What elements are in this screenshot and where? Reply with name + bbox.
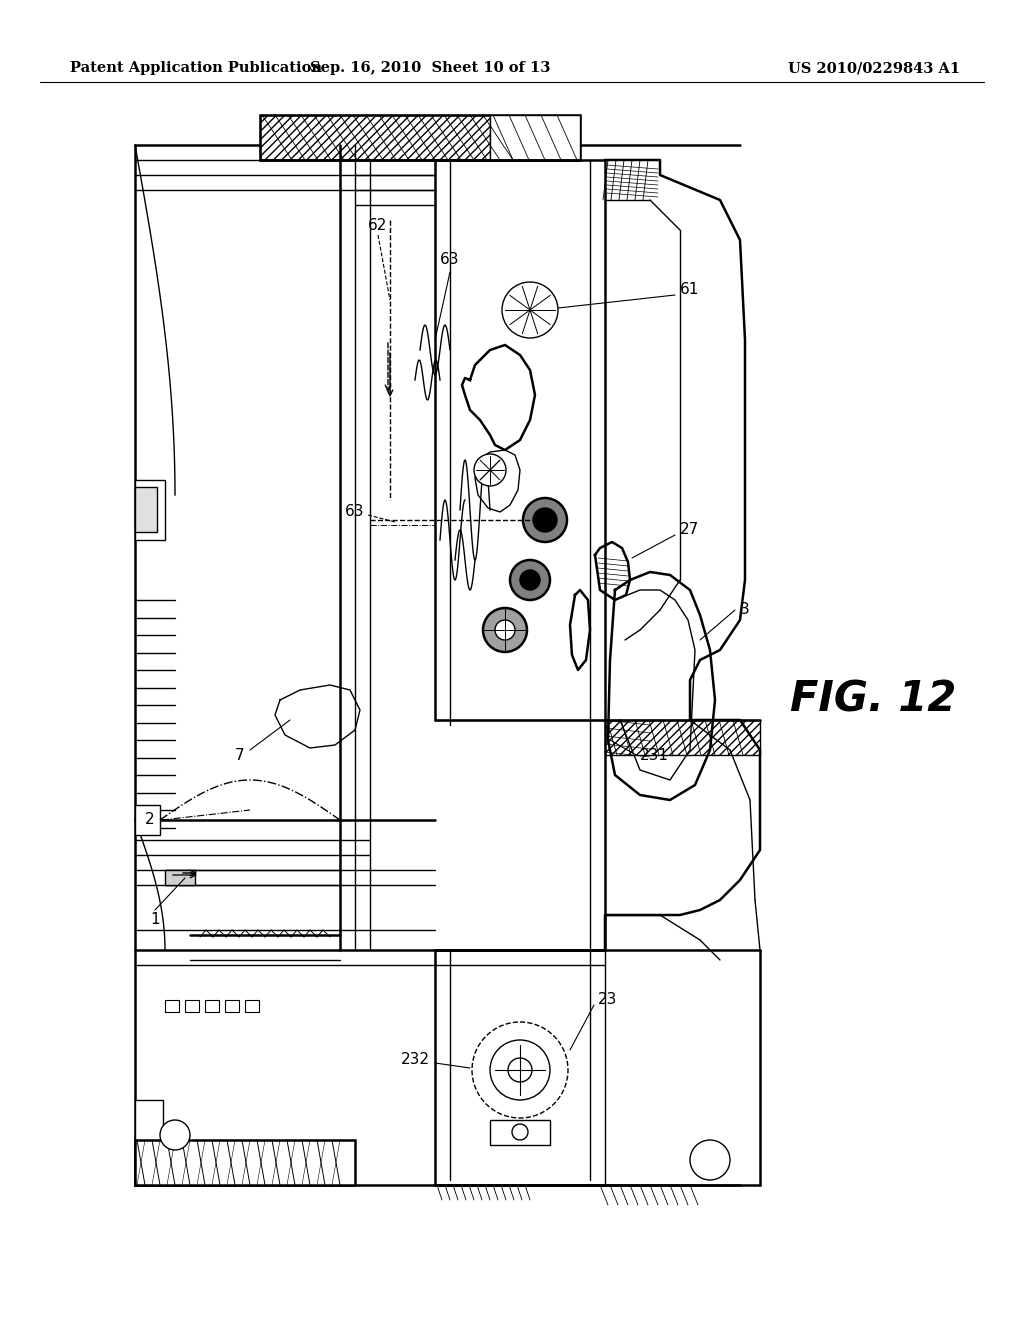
Circle shape bbox=[520, 570, 540, 590]
Text: 1: 1 bbox=[151, 912, 160, 928]
Circle shape bbox=[483, 609, 527, 652]
Bar bbox=[135, 805, 160, 836]
Bar bbox=[165, 870, 195, 884]
Circle shape bbox=[508, 1059, 532, 1082]
Text: US 2010/0229843 A1: US 2010/0229843 A1 bbox=[787, 61, 961, 75]
Circle shape bbox=[523, 498, 567, 543]
Bar bbox=[260, 115, 490, 160]
Bar bbox=[185, 1001, 199, 1012]
Circle shape bbox=[690, 1140, 730, 1180]
Text: 231: 231 bbox=[640, 747, 669, 763]
Text: 63: 63 bbox=[440, 252, 460, 268]
Bar bbox=[490, 115, 580, 160]
Bar bbox=[135, 1100, 163, 1150]
Text: Patent Application Publication: Patent Application Publication bbox=[70, 61, 322, 75]
Bar bbox=[490, 1119, 550, 1144]
Circle shape bbox=[474, 454, 506, 486]
Text: 23: 23 bbox=[598, 993, 617, 1007]
Text: 61: 61 bbox=[680, 282, 699, 297]
Bar bbox=[205, 1001, 219, 1012]
Text: 27: 27 bbox=[680, 523, 699, 537]
Bar bbox=[135, 1140, 355, 1185]
Bar bbox=[135, 487, 157, 532]
Text: 3: 3 bbox=[740, 602, 750, 618]
Bar bbox=[225, 1001, 239, 1012]
Bar bbox=[165, 1001, 179, 1012]
Circle shape bbox=[534, 508, 557, 532]
Text: Sep. 16, 2010  Sheet 10 of 13: Sep. 16, 2010 Sheet 10 of 13 bbox=[310, 61, 550, 75]
Text: 7: 7 bbox=[236, 747, 245, 763]
Bar bbox=[260, 115, 580, 160]
Text: FIG. 12: FIG. 12 bbox=[790, 678, 956, 721]
Text: 2: 2 bbox=[145, 813, 155, 828]
Circle shape bbox=[512, 1125, 528, 1140]
Text: 63: 63 bbox=[345, 504, 365, 520]
Bar bbox=[135, 1150, 234, 1185]
Bar bbox=[605, 719, 760, 755]
Text: 232: 232 bbox=[401, 1052, 430, 1068]
Circle shape bbox=[495, 620, 515, 640]
Bar bbox=[135, 480, 165, 540]
Text: 62: 62 bbox=[369, 218, 388, 232]
Circle shape bbox=[510, 560, 550, 601]
Bar bbox=[245, 1001, 259, 1012]
Circle shape bbox=[160, 1119, 190, 1150]
